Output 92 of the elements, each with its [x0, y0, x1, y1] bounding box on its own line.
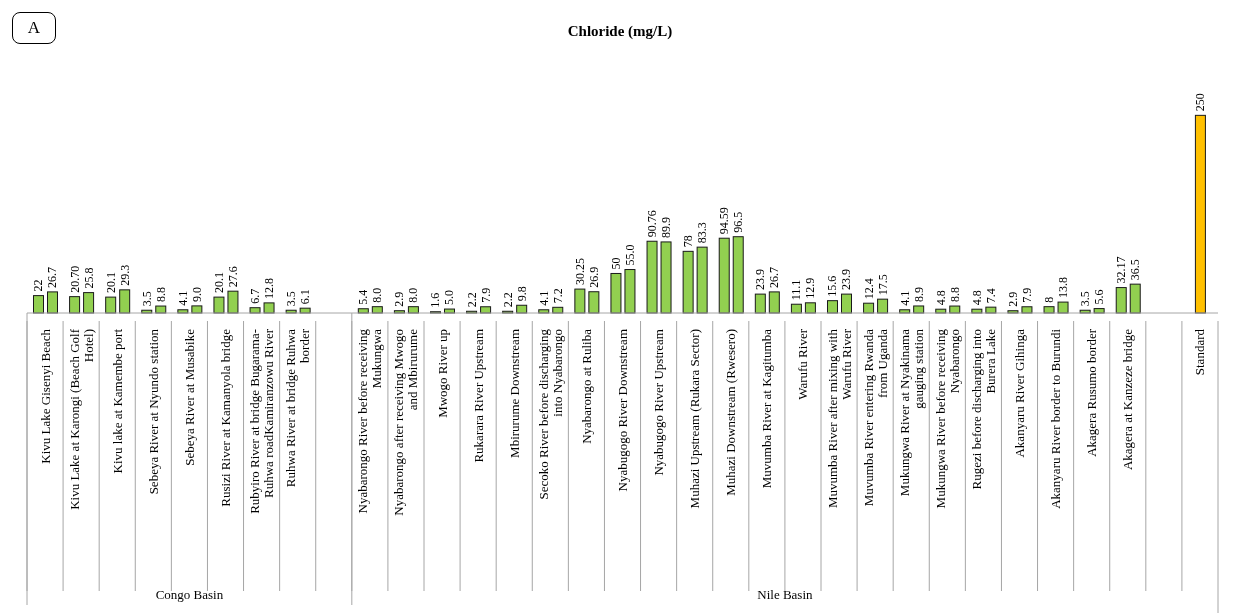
data-label: 4.1 [897, 290, 912, 306]
data-label: 26.9 [586, 266, 601, 288]
x-tick-label: Standard [1192, 328, 1208, 376]
x-tick-label: Ruhwa River at bridge Ruhwa border [283, 328, 313, 488]
data-label: 3.5 [284, 291, 299, 307]
data-label: 4.8 [933, 290, 948, 306]
data-label: 23.9 [753, 269, 768, 291]
x-tick-label: Muhazi Upstream (Rukara Sector) [687, 329, 703, 509]
data-label: 1.6 [428, 292, 443, 308]
x-tick-label: Rubyiro River at bridge Bugarama- Ruhwa roadKamiranzowu River [247, 328, 277, 514]
x-tick-label: Nyabugogo River Downstream [615, 329, 630, 492]
data-label: 94.59 [717, 207, 732, 235]
x-tick-label: Kivu Lake Gisenyi Beach [37, 328, 53, 464]
data-label: 23.9 [839, 269, 854, 291]
data-label: 5.0 [442, 290, 457, 306]
data-label: 29.3 [117, 264, 132, 286]
data-label: 8.8 [947, 287, 962, 303]
x-tick-label: Akagera at Kanzeze bridge [1120, 328, 1136, 471]
data-label: 26.7 [45, 266, 60, 288]
data-label: 4.1 [536, 290, 551, 306]
data-label: 9.0 [189, 286, 204, 302]
x-tick-label: Muvumba River after mixing with Warufu River [824, 328, 854, 509]
x-tick-label: Muvumba River entering Rwanda from Uganda [860, 328, 890, 507]
data-label: 8.0 [406, 287, 421, 303]
x-tick-label: Nyabugogo River Upstream [651, 329, 667, 476]
text: Nile Basin [757, 587, 814, 602]
data-label: 22 [31, 279, 46, 292]
chart-title: Chloride (mg/L) [567, 23, 673, 40]
x-tick-label: Sebeya River at Nyundo station [145, 328, 161, 495]
data-label: 15.6 [825, 275, 840, 297]
data-label: 12.9 [803, 277, 818, 299]
data-label: 55.0 [622, 244, 637, 266]
data-label: 3.5 [1078, 291, 1093, 307]
data-label: 78 [681, 235, 696, 248]
data-label: 8.9 [911, 286, 926, 302]
data-label: 2.9 [392, 291, 407, 307]
data-label: 7.9 [478, 287, 493, 303]
data-label: 12.4 [861, 278, 876, 300]
data-label: 2.2 [464, 292, 479, 308]
data-label: 5.6 [1092, 289, 1107, 305]
x-tick-label: Muhazi Downstream (Rwesero) [723, 329, 739, 496]
data-label: 6.1 [298, 289, 313, 305]
data-label: 2.9 [1005, 291, 1020, 307]
data-label: 7.9 [1019, 287, 1034, 303]
x-tick-label: Akanyaru River border to Burundi [1048, 328, 1064, 509]
x-tick-label: Nyabarongo at Ruliba [578, 328, 594, 444]
data-label: 36.5 [1128, 259, 1143, 281]
data-label: 12.8 [262, 277, 277, 299]
data-label: 8.8 [153, 287, 168, 303]
data-label: 25.8 [81, 267, 96, 289]
data-label: 4.8 [969, 290, 984, 306]
data-label: 8 [1042, 296, 1057, 303]
panel-label-box: A [12, 12, 56, 44]
text: Congo Basin [155, 587, 224, 602]
data-label: 89.9 [659, 216, 674, 238]
data-label: 20.1 [103, 272, 118, 294]
data-label: 26.7 [767, 266, 782, 288]
data-label: 6.7 [248, 288, 263, 304]
data-label: 32.17 [1114, 256, 1129, 284]
data-label: 7.2 [550, 288, 565, 304]
data-label: 96.5 [731, 211, 746, 233]
data-label: 11.1 [789, 279, 804, 301]
x-tick-label: Sebeya River at Musabike [181, 328, 197, 466]
x-tick-label: Akanyaru River Gihinga [1012, 328, 1027, 458]
x-tick-label: Mwogo River up [434, 329, 450, 418]
x-tick-label: Akagera Rusumo border [1084, 328, 1100, 457]
data-label: 20.1 [211, 272, 226, 294]
x-tick-label: Secoko River before discharging into Nyabarongo [535, 328, 565, 500]
data-label: 3.5 [139, 291, 154, 307]
x-tick-label: Mbirurume Downstream [506, 329, 522, 458]
x-tick-label: Rusizi River at Kamanyola bridge [218, 328, 233, 507]
data-label: 5.4 [356, 289, 371, 305]
data-label: 9.8 [514, 286, 529, 302]
data-label: 17.5 [875, 274, 890, 296]
data-label: 7.4 [983, 288, 998, 304]
data-label: 27.6 [225, 266, 240, 288]
data-label: 250 [1193, 93, 1208, 112]
data-label: 20.70 [67, 265, 82, 293]
x-tick-label: Kivu Lake at Karongi (Beach Golf Hotel) [66, 328, 96, 510]
data-label: 90.76 [645, 210, 660, 238]
data-label: 13.8 [1056, 277, 1071, 299]
x-tick-label: Muvumba River at Kagitumba [759, 328, 775, 489]
x-tick-label: Rukarara River Upstream [470, 329, 486, 463]
data-label: 50 [608, 257, 623, 270]
x-tick-label: Kivu lake at Kamembe port [109, 328, 125, 474]
data-label: 83.3 [695, 222, 710, 244]
x-tick-label: Warufu River [795, 328, 811, 400]
x-tick-label: Nyabarongo after receiving Mwogo and Mbirurume [391, 328, 421, 516]
data-label: 2.2 [500, 292, 515, 308]
data-label: 30.25 [572, 258, 587, 286]
data-label: 8.0 [370, 287, 385, 303]
data-label: 4.1 [175, 290, 190, 306]
